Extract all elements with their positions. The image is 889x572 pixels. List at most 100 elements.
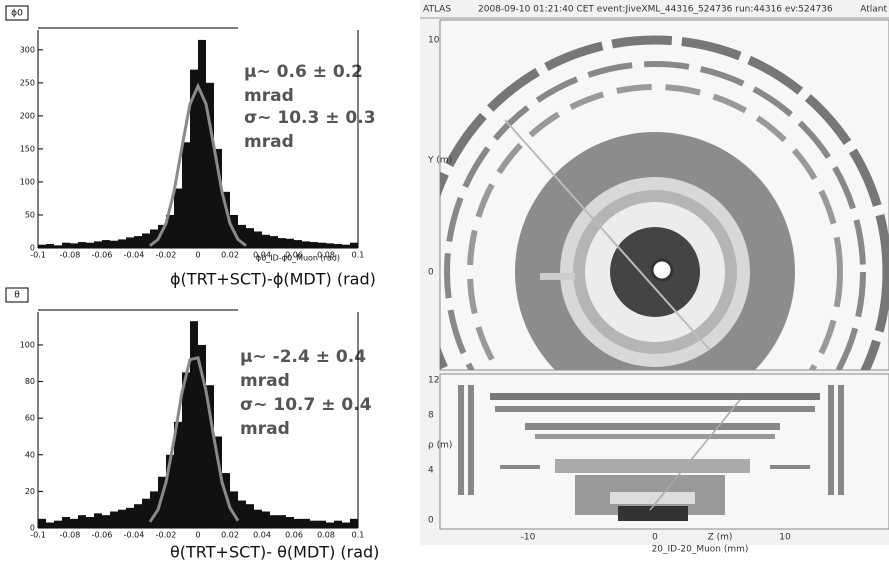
bar (310, 520, 318, 528)
fit-curve (148, 355, 240, 523)
x-tick-label: 0.08 (317, 251, 335, 260)
y-tick-label: 150 (20, 144, 35, 153)
bar (206, 385, 214, 528)
bar (70, 243, 78, 248)
bar (334, 520, 342, 528)
bar (54, 245, 62, 248)
bar (70, 518, 78, 528)
bar (342, 522, 350, 528)
bar (334, 244, 342, 248)
bar (126, 507, 134, 528)
bar (246, 504, 254, 528)
bar (78, 515, 86, 528)
tick: 8 (428, 411, 434, 421)
annotation: mrad (244, 132, 294, 152)
bar (190, 321, 198, 528)
bar (166, 454, 174, 528)
axis-label: ρ (m) (428, 441, 452, 451)
bar (190, 69, 198, 249)
hit (540, 273, 575, 280)
x-tick-label: 0.04 (253, 531, 271, 540)
tick: 0 (652, 533, 658, 543)
bar (150, 229, 158, 248)
bar (222, 191, 230, 248)
annotation: mrad (240, 371, 290, 391)
x-tick-label: 0 (195, 251, 200, 260)
bar (262, 511, 270, 528)
bar (342, 244, 350, 248)
bar (294, 518, 302, 528)
bar (118, 509, 126, 528)
annotation: mrad (244, 86, 294, 106)
annotation: μ~ -2.4 ± 0.4 (240, 347, 366, 367)
y-tick-label: 80 (25, 377, 35, 386)
bar (102, 515, 110, 528)
bar (174, 421, 182, 528)
bar (214, 148, 222, 248)
bar (238, 224, 246, 248)
x-tick-label: -0.02 (156, 531, 177, 540)
event-display: ATLAS 2008-09-10 01:21:40 CET event:Jive… (420, 0, 889, 555)
track (504, 119, 711, 351)
bar (142, 498, 150, 528)
y-tick-label: 60 (25, 414, 35, 423)
annotation: mrad (240, 419, 290, 439)
tick: -10 (521, 533, 536, 543)
bar (230, 491, 238, 528)
bar (278, 515, 286, 528)
x-tick-label: 0.02 (221, 531, 239, 540)
bar (78, 242, 86, 248)
x-tick-label: 0.06 (285, 251, 303, 260)
y-tick-label: 0 (30, 524, 35, 533)
bar (254, 509, 262, 528)
bar (62, 517, 70, 528)
tick: 0 (428, 516, 434, 526)
annotation: μ~ 0.6 ± 0.2 (244, 62, 363, 82)
y-tick-label: 0 (30, 244, 35, 253)
header: Atlant (860, 5, 887, 15)
x-tick-label: -0.1 (30, 531, 46, 540)
hist-title: ϕ0 (11, 9, 23, 19)
y-tick-label: 100 (20, 177, 35, 186)
tick: 12 (428, 376, 439, 386)
x-tick-label: -0.04 (124, 531, 145, 540)
bar (318, 242, 326, 248)
footer: 20_ID-20_Muon (mm) (652, 545, 749, 555)
bar (318, 520, 326, 528)
bar (110, 511, 118, 528)
annotation: σ~ 10.7 ± 0.4 (240, 395, 372, 415)
y-tick-label: 50 (25, 210, 35, 219)
bar (326, 522, 334, 528)
detector-rz (458, 385, 844, 521)
caption: θ(TRT+SCT)- θ(MDT) (rad) (170, 543, 379, 562)
header: 2008-09-10 01:21:40 CET event:JiveXML_44… (478, 5, 833, 15)
annotation: σ~ 10.3 ± 0.3 (244, 108, 376, 128)
bar (254, 231, 262, 248)
axis-label: Z (m) (708, 533, 733, 543)
bar (246, 228, 254, 248)
bar (86, 242, 94, 248)
bar (182, 142, 190, 248)
y-tick-label: 20 (25, 487, 35, 496)
bar (134, 504, 142, 528)
tick: 10 (779, 533, 791, 543)
bar (350, 242, 358, 248)
bar (134, 236, 142, 248)
bar (182, 372, 190, 528)
bar (94, 241, 102, 248)
tick: 4 (428, 466, 434, 476)
x-tick-label: -0.06 (92, 531, 113, 540)
fit-curve (149, 82, 247, 247)
bar (126, 237, 134, 248)
bar (142, 233, 150, 248)
x-tick-label: -0.08 (60, 531, 81, 540)
pixel (650, 258, 674, 282)
bar (94, 513, 102, 528)
muon-inner (467, 84, 843, 370)
x-tick-label: 0.1 (352, 251, 365, 260)
x-tick-label: 0 (195, 531, 200, 540)
bar (62, 242, 70, 248)
bar (166, 214, 174, 248)
